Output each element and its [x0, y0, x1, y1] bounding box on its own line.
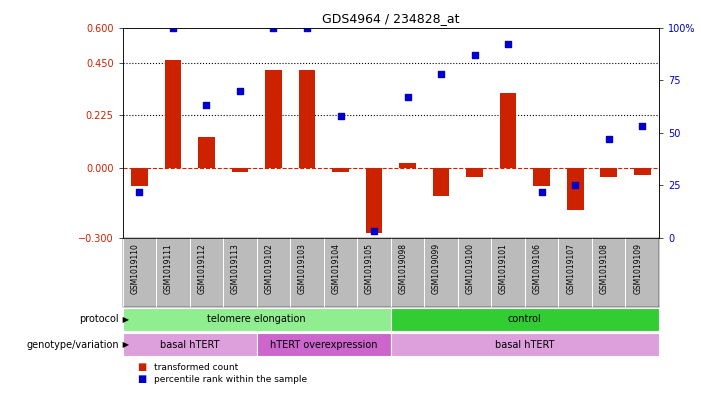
Bar — [332, 168, 349, 173]
Point — [469, 52, 480, 58]
Text: protocol: protocol — [79, 314, 119, 324]
Bar — [123, 333, 257, 356]
Bar — [466, 168, 483, 177]
Bar — [600, 168, 617, 177]
Text: basal hTERT: basal hTERT — [495, 340, 554, 350]
Point — [369, 228, 380, 235]
Bar — [366, 168, 383, 233]
Text: ■: ■ — [137, 374, 146, 384]
Text: GSM1019113: GSM1019113 — [231, 243, 240, 294]
Text: basal hTERT: basal hTERT — [160, 340, 219, 350]
Bar — [391, 333, 659, 356]
Point — [435, 71, 447, 77]
Point — [134, 188, 145, 195]
Text: GSM1019106: GSM1019106 — [533, 243, 542, 294]
Point — [335, 113, 346, 119]
Text: GSM1019105: GSM1019105 — [365, 243, 374, 294]
Text: hTERT overexpression: hTERT overexpression — [270, 340, 378, 350]
Bar — [500, 93, 517, 168]
Text: control: control — [508, 314, 542, 324]
Text: percentile rank within the sample: percentile rank within the sample — [154, 375, 307, 384]
Point — [268, 24, 279, 31]
Bar — [567, 168, 583, 210]
Bar — [131, 168, 148, 186]
Title: GDS4964 / 234828_at: GDS4964 / 234828_at — [322, 12, 460, 25]
Bar — [634, 168, 651, 174]
Text: GSM1019100: GSM1019100 — [465, 243, 475, 294]
Bar — [533, 168, 550, 186]
Point — [503, 41, 514, 48]
Point — [301, 24, 313, 31]
Bar — [198, 137, 215, 168]
Text: GSM1019112: GSM1019112 — [198, 243, 207, 294]
Bar — [433, 168, 449, 196]
Text: GSM1019110: GSM1019110 — [130, 243, 139, 294]
Text: transformed count: transformed count — [154, 363, 238, 372]
Point — [234, 88, 245, 94]
Point — [569, 182, 580, 188]
Point — [402, 94, 413, 100]
Point — [536, 188, 547, 195]
Bar — [231, 168, 248, 173]
Text: genotype/variation: genotype/variation — [27, 340, 119, 350]
Point — [603, 136, 614, 142]
Text: GSM1019099: GSM1019099 — [432, 243, 441, 294]
Bar — [123, 308, 391, 331]
Text: ▶: ▶ — [120, 340, 129, 349]
Text: GSM1019111: GSM1019111 — [164, 243, 173, 294]
Text: telomere elongation: telomere elongation — [207, 314, 306, 324]
Point — [168, 24, 179, 31]
Bar — [391, 308, 659, 331]
Text: GSM1019108: GSM1019108 — [599, 243, 608, 294]
Bar — [299, 70, 315, 168]
Point — [201, 102, 212, 108]
Text: GSM1019107: GSM1019107 — [566, 243, 575, 294]
Bar — [399, 163, 416, 168]
Bar — [265, 70, 282, 168]
Text: GSM1019098: GSM1019098 — [399, 243, 407, 294]
Text: GSM1019104: GSM1019104 — [332, 243, 341, 294]
Text: GSM1019109: GSM1019109 — [633, 243, 642, 294]
Text: GSM1019101: GSM1019101 — [499, 243, 508, 294]
Text: ▶: ▶ — [120, 315, 129, 324]
Point — [637, 123, 648, 129]
Text: GSM1019103: GSM1019103 — [298, 243, 307, 294]
Text: GSM1019102: GSM1019102 — [264, 243, 273, 294]
Bar — [165, 60, 182, 168]
Bar — [257, 333, 391, 356]
Text: ■: ■ — [137, 362, 146, 373]
